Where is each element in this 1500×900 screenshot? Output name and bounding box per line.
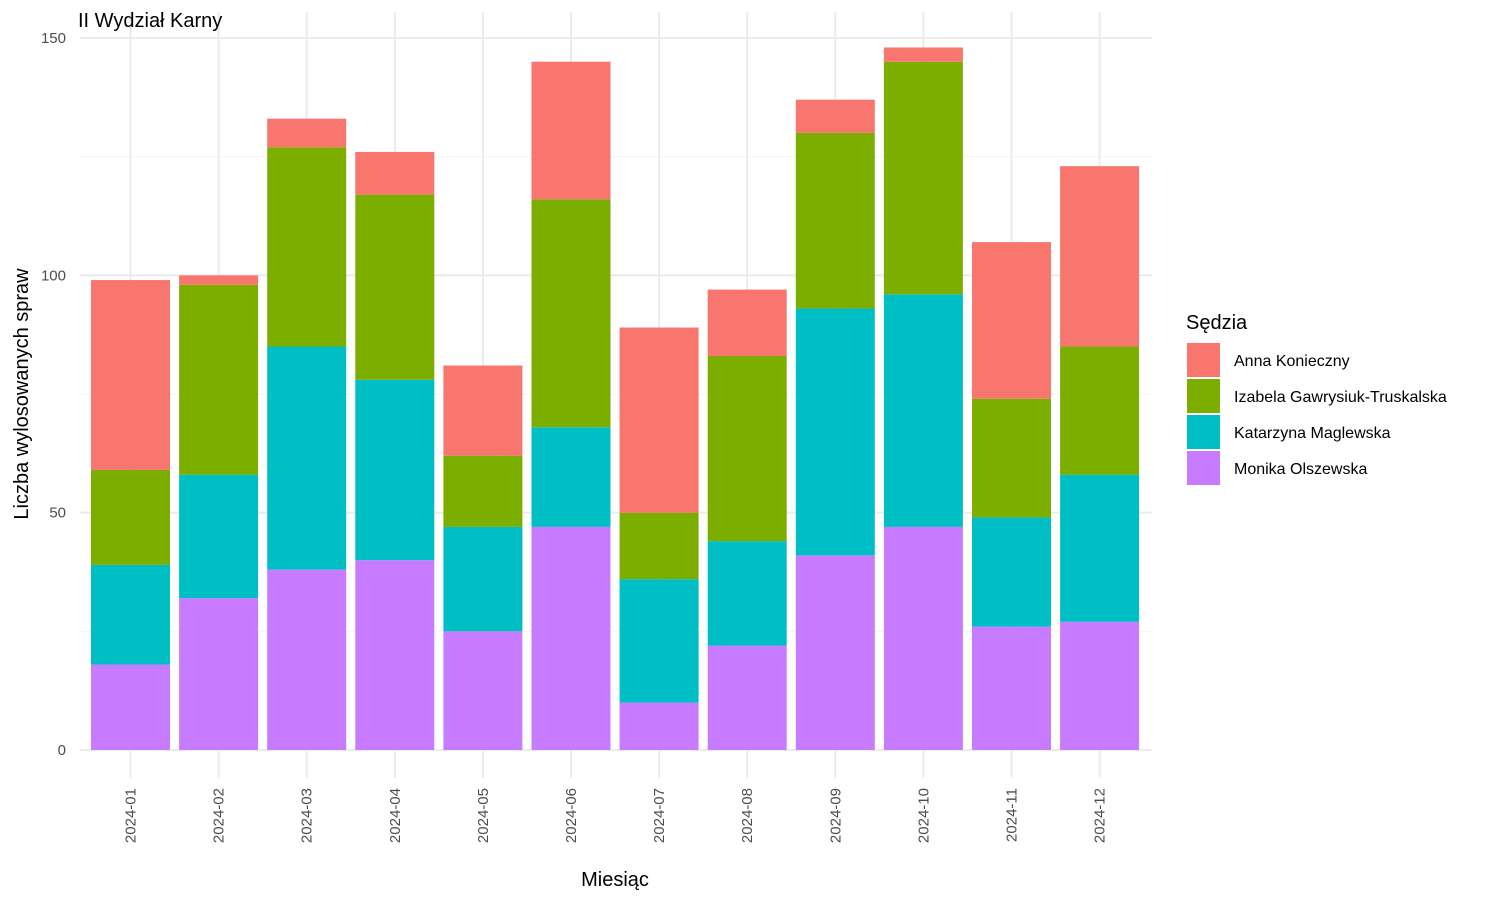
legend-swatch: [1187, 343, 1220, 377]
x-tick-label: 2024-02: [211, 788, 228, 843]
bar-segment: [355, 379, 435, 561]
legend-swatch: [1187, 379, 1220, 413]
bar-segment: [972, 398, 1051, 518]
bar-segment: [707, 289, 787, 357]
bar-segment: [179, 474, 259, 599]
x-axis-ticks: 2024-01 2024-02 2024-03 2024-04 2024-05 2024-…: [123, 788, 1109, 843]
bar-segment: [883, 47, 963, 62]
bar-segment: [267, 569, 347, 750]
bar-segment: [179, 275, 259, 285]
legend-items: Anna Konieczny Izabela Gawrysiuk-Truskals…: [1187, 343, 1447, 485]
x-tick-label: 2024-07: [651, 788, 668, 843]
y-axis-ticks: 0 50 100 150: [41, 30, 66, 759]
bar-segment: [355, 560, 435, 750]
bar-segment: [972, 626, 1051, 750]
bar-segment: [619, 512, 699, 580]
bar-segment: [883, 294, 963, 527]
x-tick-label: 2024-05: [475, 788, 492, 843]
y-tick-label: 150: [41, 30, 66, 47]
bar-segment: [443, 455, 523, 527]
legend-label: Monika Olszewska: [1234, 461, 1367, 478]
x-tick-label: 2024-04: [387, 788, 404, 843]
bar-segment: [91, 664, 170, 750]
chart-title: II Wydział Karny: [78, 10, 222, 32]
bar-segment: [531, 526, 611, 750]
bar-segment: [531, 427, 611, 527]
bar-segment: [267, 147, 347, 347]
bar-segment: [883, 61, 963, 295]
x-tick-label: 2024-09: [827, 788, 844, 843]
bar-segment: [707, 356, 787, 542]
bar-segment: [1060, 621, 1140, 750]
legend-swatch: [1187, 451, 1220, 485]
x-tick-label: 2024-03: [299, 788, 316, 843]
bar-segment: [1060, 346, 1140, 475]
bar-segment: [795, 555, 875, 750]
bar-segment: [619, 327, 699, 513]
x-tick-label: 2024-12: [1092, 788, 1109, 843]
bar-segment: [267, 346, 347, 570]
bar-segment: [972, 242, 1051, 399]
bar-segment: [179, 284, 259, 475]
y-tick-label: 50: [49, 505, 66, 522]
x-axis-title: Miesiąc: [581, 869, 649, 891]
bar-segment: [443, 365, 523, 456]
bar-segment: [795, 132, 875, 309]
bar-segment: [619, 702, 699, 750]
bar-segment: [355, 151, 435, 195]
legend-label: Katarzyna Maglewska: [1234, 425, 1391, 442]
bar-segment: [355, 194, 435, 380]
bar-segment: [91, 564, 170, 665]
bar-segment: [1060, 166, 1140, 347]
bar-segment: [707, 645, 787, 750]
y-tick-label: 0: [58, 742, 66, 759]
y-axis-title: Liczba wylosowanych spraw: [11, 268, 33, 520]
legend-title: Sędzia: [1186, 312, 1248, 334]
bar-segment: [795, 308, 875, 556]
x-tick-label: 2024-06: [563, 788, 580, 843]
legend: Sędzia Anna Konieczny Izabela Gawrysiuk-T…: [1186, 312, 1447, 485]
bar-segment: [443, 631, 523, 750]
y-tick-label: 100: [41, 267, 66, 284]
bar-segment: [795, 99, 875, 133]
bar-segment: [267, 118, 347, 148]
bar-segment: [1060, 474, 1140, 622]
x-tick-label: 2024-01: [123, 788, 140, 843]
bar-segment: [619, 579, 699, 703]
legend-label: Anna Konieczny: [1234, 353, 1350, 370]
bar-segment: [707, 541, 787, 646]
legend-swatch: [1187, 415, 1220, 449]
bar-segment: [91, 280, 170, 470]
bar-segment: [91, 469, 170, 565]
x-tick-label: 2024-11: [1004, 788, 1021, 842]
bars-group: [91, 47, 1140, 750]
legend-label: Izabela Gawrysiuk-Truskalska: [1234, 389, 1447, 406]
bar-segment: [883, 526, 963, 750]
bar-segment: [531, 199, 611, 428]
x-tick-label: 2024-10: [915, 788, 932, 843]
bar-segment: [443, 526, 523, 632]
x-tick-label: 2024-08: [739, 788, 756, 843]
bar-segment: [531, 61, 611, 200]
bar-segment: [179, 598, 259, 750]
bar-segment: [972, 517, 1051, 627]
